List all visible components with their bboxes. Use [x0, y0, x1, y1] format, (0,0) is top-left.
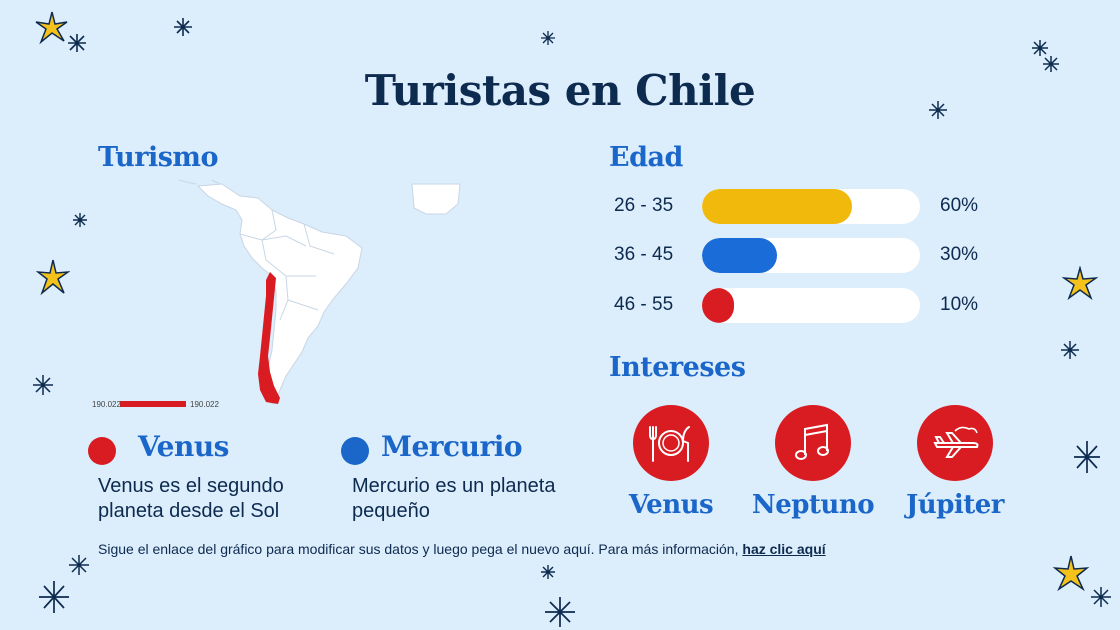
age-bar-row: 36 - 45 30%	[614, 238, 994, 274]
age-bar-value: 10%	[940, 294, 979, 315]
sparkle-icon	[1032, 40, 1059, 72]
age-bar-label: 46 - 55	[614, 294, 674, 315]
footer-text: Sigue el enlace del gráfico para modific…	[98, 541, 743, 557]
age-bar-value: 60%	[940, 195, 979, 216]
star-icon	[1052, 555, 1090, 592]
map-scale-left: 190.022	[92, 400, 121, 409]
age-bar-track	[702, 288, 920, 323]
interest-jupiter-circle[interactable]	[917, 405, 993, 481]
age-bar-fill	[702, 238, 778, 273]
sparkle-icon	[929, 101, 947, 119]
interests-heading: Intereses	[609, 352, 746, 383]
interest-venus-circle[interactable]	[633, 405, 709, 481]
interest-neptuno-circle[interactable]	[775, 405, 851, 481]
age-bar-row: 26 - 35 60%	[614, 189, 994, 225]
legend-dot-mercurio	[341, 437, 369, 465]
star-icon	[1062, 266, 1098, 300]
tourism-heading: Turismo	[98, 142, 219, 173]
age-bar-row: 46 - 55 10%	[614, 288, 994, 324]
islands-territory	[411, 183, 461, 215]
legend-desc-mercurio: Mercurio es un planeta pequeño	[352, 475, 556, 522]
interest-jupiter-label: Júpiter	[905, 490, 1005, 520]
interest-neptuno-label: Neptuno	[751, 490, 875, 520]
age-bar-label: 26 - 35	[614, 195, 674, 216]
age-bar-fill	[702, 189, 853, 224]
map-scale-right: 190.022	[190, 400, 219, 409]
sparkle-icon	[545, 597, 575, 627]
sparkle-icon	[541, 565, 555, 579]
legend-title-venus: Venus	[138, 430, 229, 463]
sparkle-icon	[1074, 441, 1100, 473]
country-borders	[239, 209, 335, 321]
footer-note: Sigue el enlace del gráfico para modific…	[98, 541, 826, 557]
age-bar-track	[702, 189, 920, 224]
map-scale-bar	[120, 401, 186, 407]
legend-dot-venus	[88, 437, 116, 465]
footer-link[interactable]: haz clic aquí	[742, 541, 826, 557]
sparkle-icon	[1091, 587, 1111, 607]
age-bar-value: 30%	[940, 244, 979, 265]
star-icon	[35, 11, 68, 45]
sparkle-icon	[73, 213, 87, 227]
age-bar-track	[702, 238, 920, 273]
central-america	[177, 180, 221, 185]
age-bar-label: 36 - 45	[614, 244, 674, 265]
sparkle-icon	[1061, 341, 1079, 359]
legend-title-mercurio: Mercurio	[381, 430, 523, 463]
music-note-icon	[795, 423, 829, 460]
star-icon	[36, 259, 70, 296]
legend-desc-venus: Venus es el segundo planeta desde el Sol	[98, 475, 284, 522]
age-heading: Edad	[609, 142, 683, 173]
chile-highlight	[258, 272, 280, 404]
sparkle-icon	[39, 581, 69, 613]
sparkle-icon	[541, 31, 555, 45]
sparkle-icon	[68, 34, 86, 52]
south-america-land	[196, 183, 363, 405]
sparkle-icon	[69, 555, 89, 575]
age-bar-fill	[702, 288, 734, 323]
south-america-map[interactable]: 190.022 190.022	[90, 180, 470, 410]
sparkle-icon	[174, 18, 192, 36]
sparkle-icon	[33, 375, 53, 395]
interest-venus-label: Venus	[628, 490, 714, 520]
page-title: Turistas en Chile	[364, 66, 756, 115]
utensils-icon	[649, 426, 690, 462]
airplane-icon	[933, 426, 979, 458]
